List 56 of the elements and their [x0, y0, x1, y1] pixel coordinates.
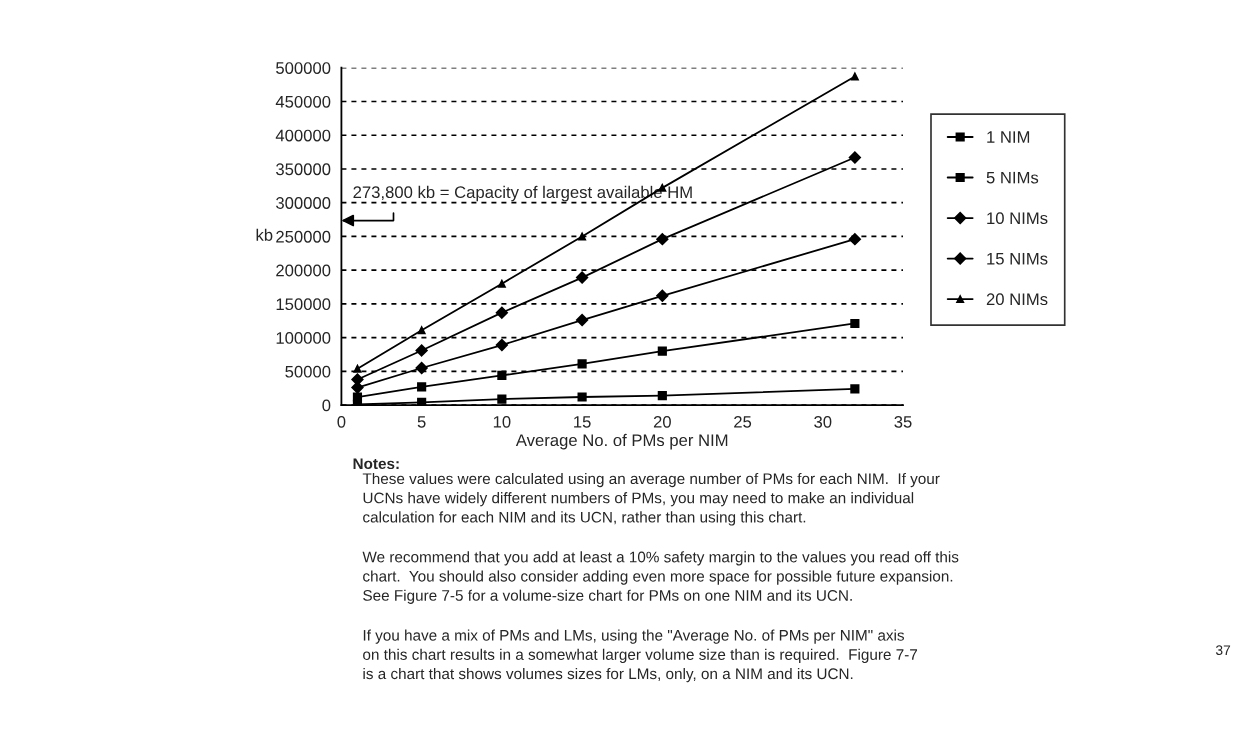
y-tick-label: 300000 [276, 197, 331, 209]
point [657, 346, 667, 356]
x-tick-label: 15 [574, 416, 591, 428]
point [495, 338, 509, 352]
y-tick-label: 500000 [276, 62, 331, 74]
point [577, 359, 587, 369]
x-tick-label: 25 [734, 415, 752, 428]
point [497, 394, 507, 404]
text: These values were calculated using an average number of PMs for each NIM. If your UCNs have widely different numbers of PMs, you may need to make an individual calculation for each NIM and its UCN, rather than using this chart. [362, 472, 940, 526]
y-tick-label: 50000 [285, 365, 331, 378]
legend-label: 5 NIMs [986, 171, 1039, 184]
y-tick-label: 200000 [276, 264, 331, 277]
y-tick-label: 450000 [275, 95, 331, 108]
point [497, 279, 506, 288]
point [848, 151, 862, 164]
y-tick-label: 150000 [276, 298, 331, 311]
point [415, 361, 428, 375]
x-tick-label: 5 [417, 416, 426, 428]
point [657, 391, 667, 401]
y-tick-label: 0 [322, 399, 331, 412]
point [415, 344, 428, 357]
text: We recommend that you add at least a 10% safety margin to the values you read off this chart. You should also consider adding even more space for possible future expansion. See Figure 7-5 for a volume-size chart for PMs on one NIM and its UCN. [362, 551, 959, 604]
point [352, 392, 363, 402]
point [848, 233, 862, 246]
legend-label: 20 NIMs [986, 293, 1048, 306]
x-axis-title: Average No. of PMs per NIM [515, 433, 728, 450]
point [417, 382, 427, 392]
x-tick-label: 0 [337, 415, 346, 428]
point [578, 232, 587, 241]
y-tick-label: 350000 [276, 163, 331, 176]
legend-label: 10 NIMs [987, 212, 1048, 225]
point [656, 233, 669, 246]
point [575, 313, 589, 327]
x-tick-label: 20 [653, 415, 671, 428]
x-tick-label: 35 [894, 415, 912, 428]
point [850, 318, 860, 329]
point [495, 306, 509, 319]
legend-label: 1 NIM [987, 131, 1030, 143]
point [577, 392, 587, 402]
point [575, 271, 589, 284]
point [656, 289, 669, 302]
point [850, 72, 859, 81]
point [417, 326, 426, 335]
x-tick-label: 10 [493, 415, 511, 428]
point [850, 384, 860, 394]
y-tick-label: 400000 [275, 129, 331, 142]
legend-label: 15 NIMs [987, 252, 1048, 265]
text: Notes: [353, 458, 399, 470]
y-axis-title: kb [256, 228, 273, 241]
y-tick-label: 100000 [276, 332, 331, 344]
x-tick-label: 30 [814, 415, 832, 428]
y-tick-label: 250000 [276, 230, 331, 243]
point [497, 370, 507, 381]
point [353, 364, 362, 373]
text: If you have a mix of PMs and LMs, using the "Average No. of PMs per NIM" axis on this chart results in a somewhat larger volume size than is required. Figure 7-7 is a chart that shows volumes sizes for LMs, only, on a NIM and its UCN. [363, 629, 918, 683]
text: 37 [1215, 645, 1231, 656]
